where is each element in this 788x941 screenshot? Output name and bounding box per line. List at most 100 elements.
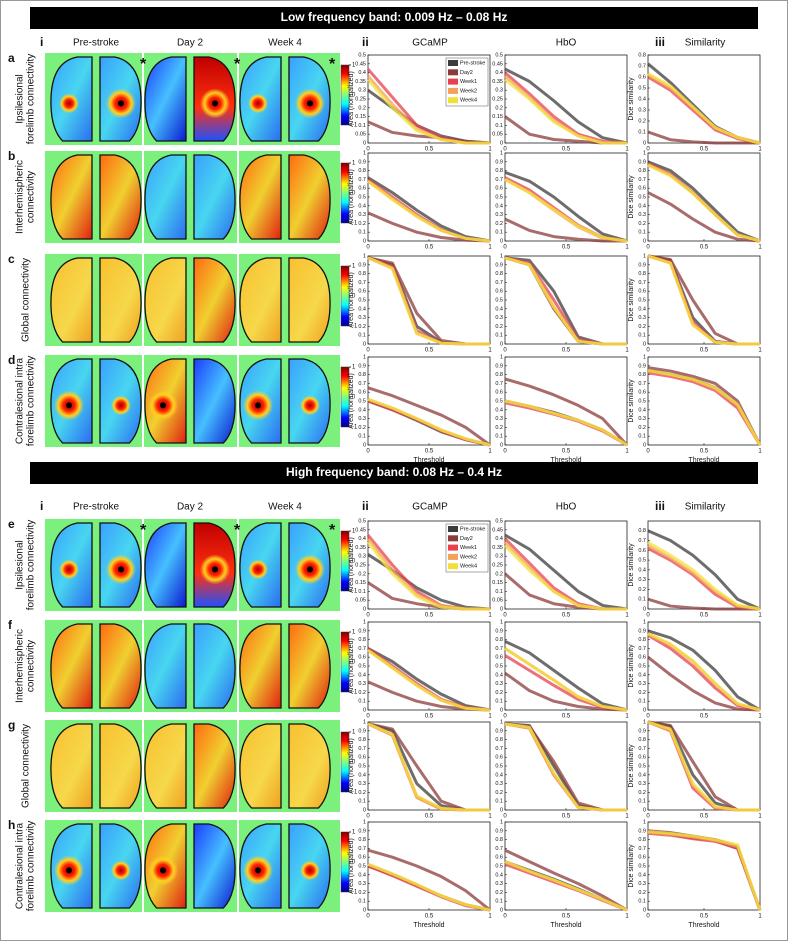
y-tick-label: 0.9 — [358, 628, 366, 634]
y-tick-label: 0.4 — [495, 70, 503, 76]
row-label: forelimb connectivity — [26, 520, 37, 611]
y-tick-label: 0.4 — [358, 306, 366, 312]
x-tick-label: 0 — [503, 348, 507, 354]
brain-map — [193, 623, 236, 709]
y-tick-label: 0.1 — [638, 129, 646, 135]
y-tick-label: 0.1 — [638, 799, 646, 805]
y-tick-label: 0.9 — [358, 262, 366, 268]
y-tick-label: 0.7 — [638, 280, 646, 286]
y-tick-label: 0.8 — [495, 837, 503, 843]
x-tick-label: 0.5 — [562, 245, 571, 251]
y-tick-label: 0.7 — [638, 381, 646, 387]
panel-label: ii — [362, 499, 369, 513]
legend-swatch — [448, 97, 458, 104]
y-tick-label: 0.9 — [495, 363, 503, 369]
y-tick-label: 0 — [363, 442, 366, 448]
y-tick-label: 0.4 — [638, 306, 646, 312]
y-tick-label: 0.05 — [492, 132, 503, 138]
y-tick-label: 0.5 — [638, 558, 646, 564]
series-line — [504, 170, 628, 243]
x-tick-label: 1 — [625, 348, 629, 354]
x-tick-label: 0 — [503, 147, 507, 153]
y-tick-label: 0.4 — [358, 70, 366, 76]
y-tick-label: 0.2 — [495, 790, 503, 796]
colorbar-tick-label: 0 — [352, 559, 356, 565]
brain-map — [50, 723, 93, 809]
x-tick-label: 1 — [488, 613, 492, 619]
series-line — [504, 399, 628, 447]
y-tick-label: 0.1 — [495, 333, 503, 339]
series-line — [647, 656, 761, 712]
y-tick-label: 0.6 — [358, 655, 366, 661]
y-tick-label: 0.8 — [495, 637, 503, 643]
y-tick-label: 0.6 — [495, 390, 503, 396]
x-axis-label: Threshold — [413, 922, 444, 929]
legend-label: Week4 — [460, 564, 477, 570]
plot-area — [367, 621, 491, 711]
y-tick-label: 0.05 — [492, 598, 503, 604]
y-tick-label: 0.2 — [495, 105, 503, 111]
y-tick-label: 0.4 — [638, 96, 646, 102]
y-tick-label: 0.5 — [638, 763, 646, 769]
y-tick-label: 0.4 — [638, 567, 646, 573]
x-tick-label: 0.5 — [562, 348, 571, 354]
y-axis-label: Dice similarity — [628, 543, 635, 587]
y-tick-label: 0 — [643, 907, 646, 913]
x-tick-label: 0.5 — [700, 348, 709, 354]
y-tick-label: 0.15 — [492, 114, 503, 120]
series-line — [647, 368, 762, 446]
y-axis-label: Dice similarity — [628, 379, 635, 423]
y-tick-label: 0.3 — [495, 212, 503, 218]
y-tick-label: 0.1 — [358, 699, 366, 705]
row-label: forelimb connectivity — [26, 356, 37, 447]
y-tick-label: 0 — [643, 238, 646, 244]
x-tick-label: 0 — [366, 147, 370, 153]
x-axis-label: Threshold — [550, 922, 581, 929]
band-header — [30, 7, 758, 29]
y-tick-label: 0.3 — [495, 88, 503, 94]
y-tick-label: 0 — [500, 442, 503, 448]
x-tick-label: 0 — [646, 814, 650, 820]
y-axis-label: Area (normalized) — [348, 272, 355, 328]
y-tick-label: 0.6 — [358, 289, 366, 295]
y-tick-label: 0.2 — [495, 324, 503, 330]
x-tick-label: 1 — [625, 147, 629, 153]
x-tick-label: 1 — [625, 814, 629, 820]
series-line — [503, 544, 627, 611]
x-tick-label: 1 — [625, 245, 629, 251]
x-tick-label: 1 — [488, 147, 492, 153]
series-line — [647, 720, 760, 812]
series-line — [504, 78, 627, 145]
y-axis-label: Dice similarity — [628, 77, 635, 121]
y-tick-label: 0.7 — [358, 381, 366, 387]
map-column-header: Pre-stroke — [73, 38, 120, 49]
y-tick-label: 0.5 — [358, 663, 366, 669]
row-label: Global connectivity — [21, 724, 32, 808]
x-tick-label: 0.5 — [700, 714, 709, 720]
map-hotspot — [111, 860, 131, 881]
series-line — [647, 72, 761, 145]
y-tick-label: 0.2 — [495, 690, 503, 696]
y-tick-label: 0.3 — [358, 681, 366, 687]
significance-star: * — [140, 56, 147, 73]
series-line — [367, 722, 490, 812]
brain-map — [288, 623, 331, 709]
x-tick-label: 0.5 — [700, 914, 709, 920]
x-tick-label: 0 — [646, 449, 650, 455]
x-tick-label: 1 — [758, 714, 762, 720]
x-tick-label: 0 — [646, 147, 650, 153]
brain-map — [144, 522, 187, 608]
y-tick-label: 0.15 — [492, 580, 503, 586]
colorbar-tick-label: 0 — [352, 660, 356, 666]
x-tick-label: 1 — [758, 814, 762, 820]
panel-label: iii — [655, 499, 665, 513]
y-tick-label: 0.2 — [638, 425, 646, 431]
series-line — [647, 632, 761, 712]
y-tick-label: 0.2 — [638, 324, 646, 330]
y-tick-label: 0.9 — [638, 159, 646, 165]
y-tick-label: 0.1 — [358, 899, 366, 905]
x-tick-label: 1 — [758, 147, 762, 153]
y-tick-label: 0.1 — [358, 589, 366, 595]
y-tick-label: 0.6 — [495, 655, 503, 661]
